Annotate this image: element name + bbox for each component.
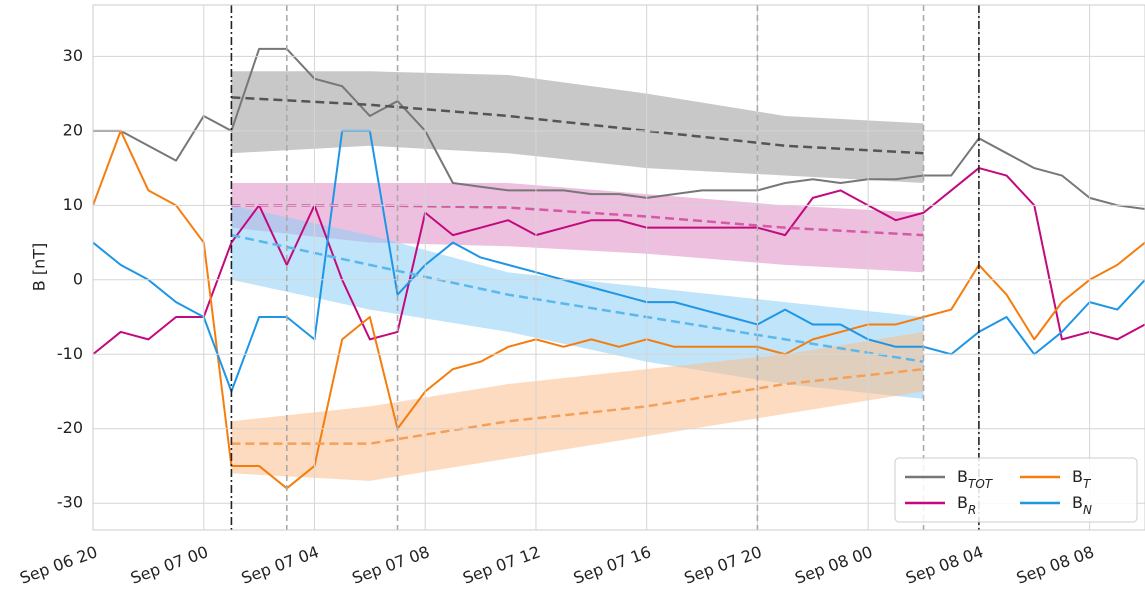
model-band [231,71,924,183]
model-line [231,96,924,155]
x-tick-label: Sep 08 08 [1014,542,1097,588]
x-tick-label: Sep 08 00 [792,542,875,588]
series-line [93,47,1145,211]
legend-label: BR [957,493,976,517]
y-axis-label: B [nT] [30,243,49,291]
legend-label: BT [1072,467,1092,491]
model-line [231,367,924,445]
model-line [231,233,924,363]
x-tick-label: Sep 07 08 [349,542,432,588]
x-tick-label: Sep 07 12 [460,542,543,588]
y-tick-label: 30 [63,46,83,65]
x-tick-label: Sep 06 20 [17,542,100,588]
y-tick-label: 0 [73,269,83,288]
x-tick-label: Sep 07 20 [682,542,765,588]
y-tick-label: 10 [63,195,83,214]
model-band [231,205,924,399]
x-tick-label: Sep 07 00 [128,542,211,588]
y-tick-label: 20 [63,120,83,139]
plot-frame [92,4,1145,531]
x-tick-label: Sep 07 16 [571,542,654,588]
model-band [231,331,924,481]
legend-label: BN [1072,493,1092,517]
series-line [93,167,1145,356]
x-tick-label: Sep 07 04 [239,542,322,588]
x-tick-label: Sep 08 04 [903,542,986,588]
y-tick-label: -30 [57,493,83,512]
plot [93,47,1145,490]
y-tick-label: -10 [57,344,83,363]
y-tick-label: -20 [57,418,83,437]
legend-box [894,457,1138,523]
legend-label: BTOT [957,467,994,491]
series-line [93,129,1145,393]
